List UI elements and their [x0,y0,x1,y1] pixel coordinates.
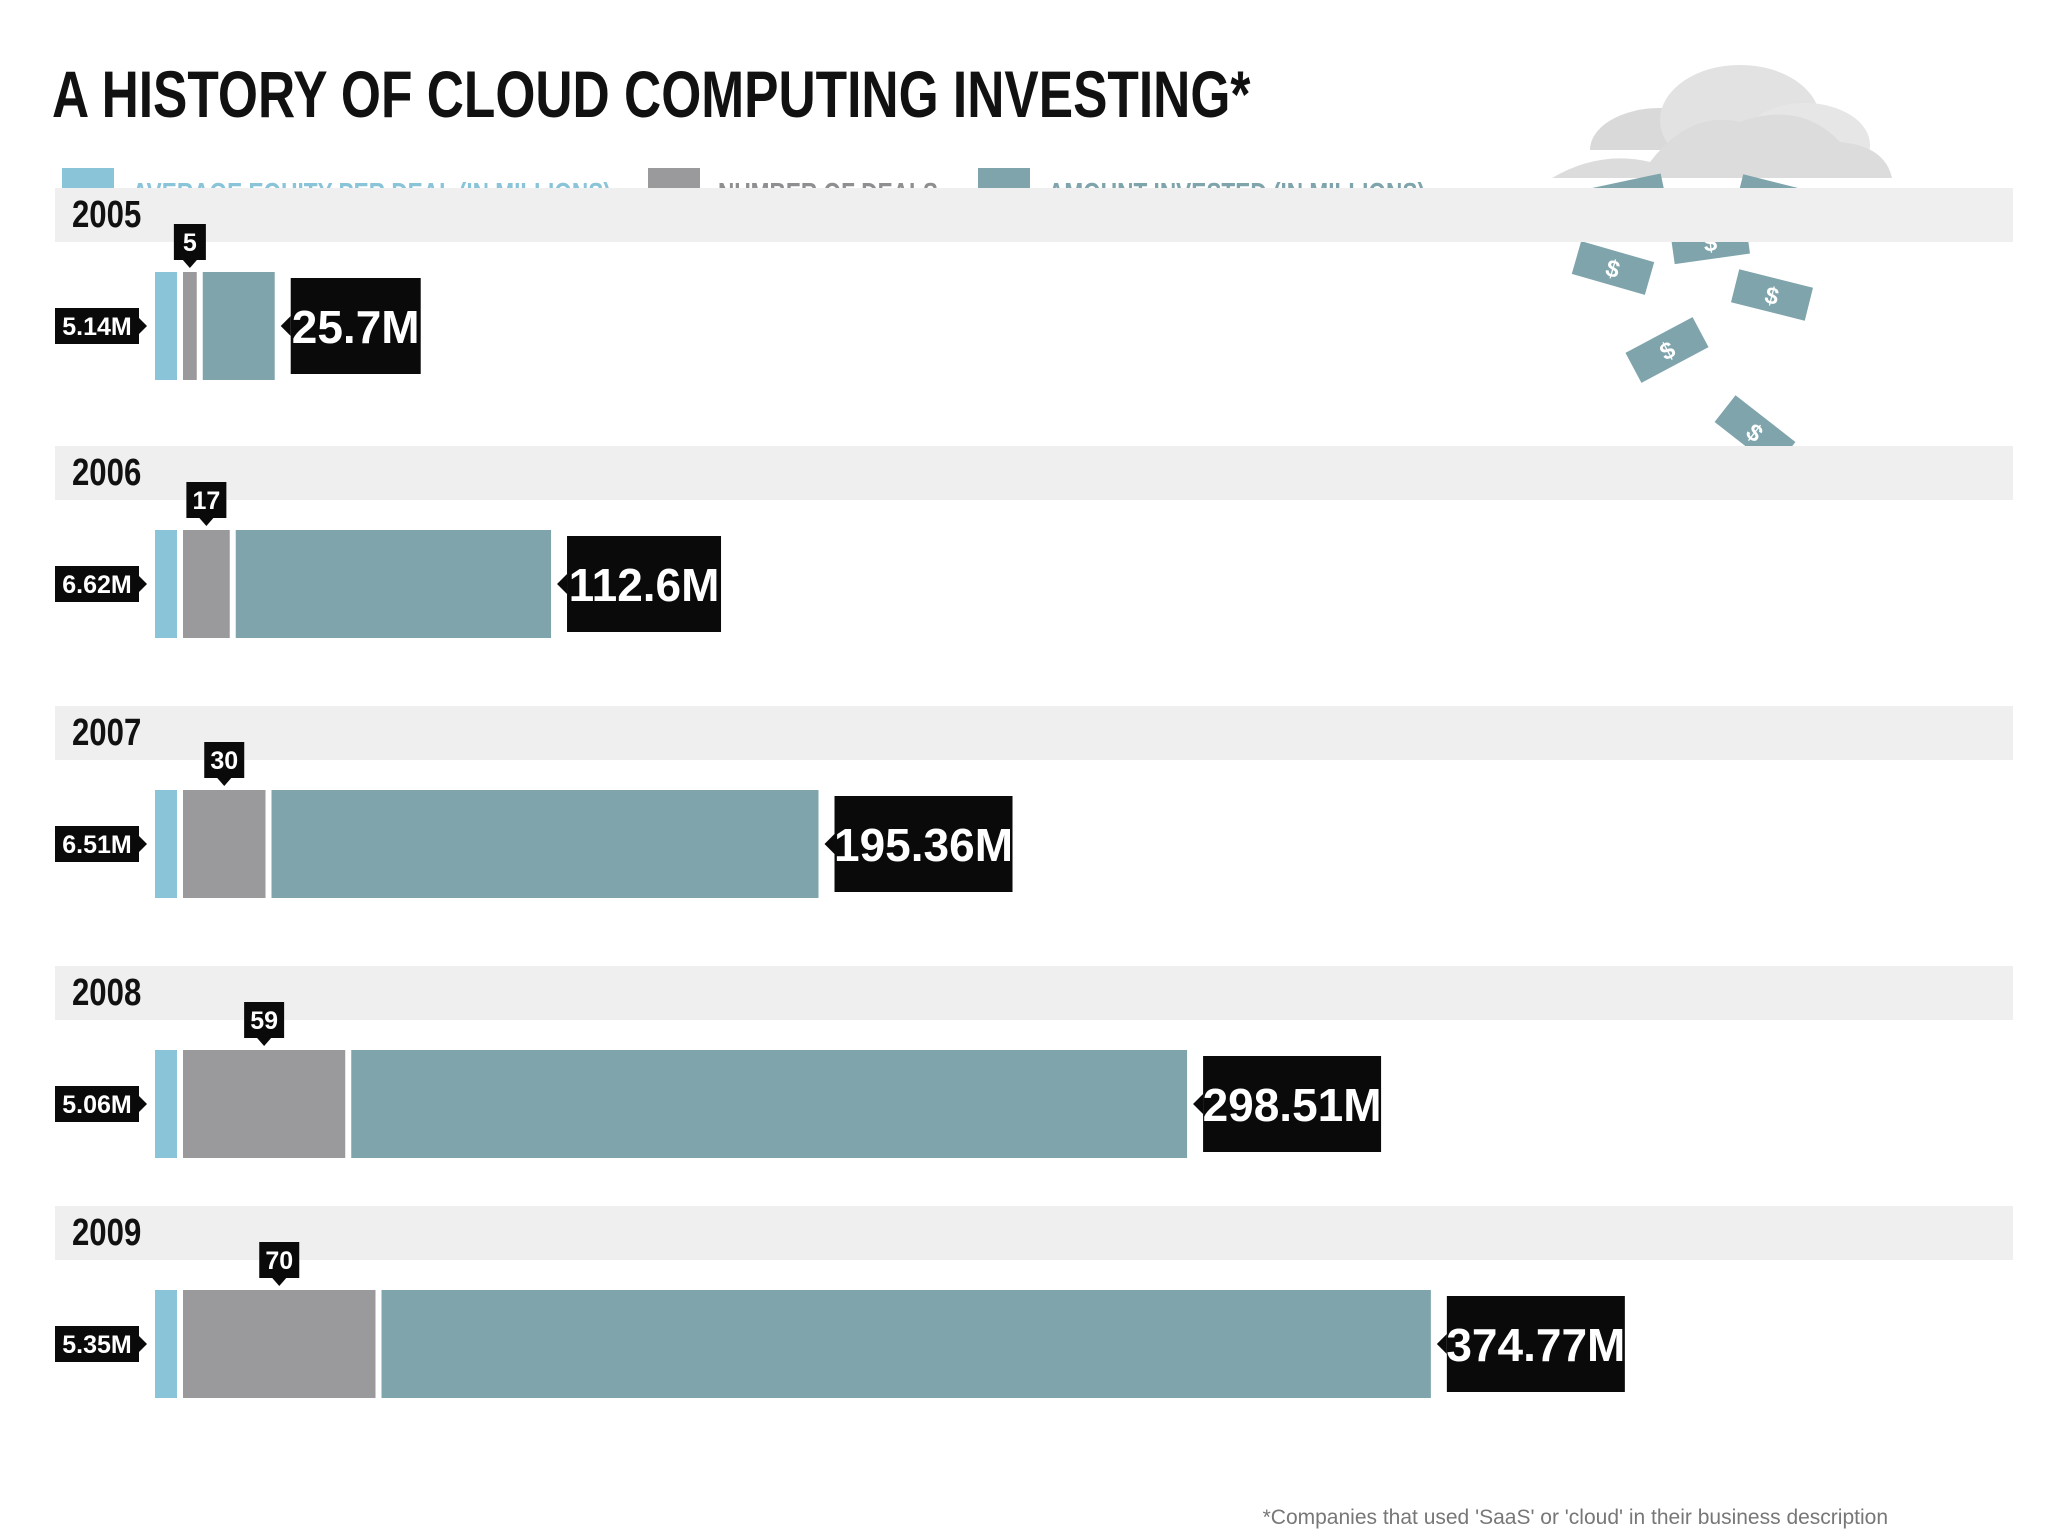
deals-label-box [259,1242,300,1278]
bar-avg-equity [155,530,177,638]
deals-label-pointer [199,518,214,526]
footnote: *Companies that used 'SaaS' or 'cloud' i… [1262,1506,1888,1529]
avg-equity-label-pointer [139,1096,147,1112]
avg-equity-label-box [55,566,139,602]
dollar-bill-icon: $ [1731,269,1813,321]
bar-amount-invested [235,530,552,638]
invested-label: 374.77M [1446,1319,1625,1371]
deals-label: 30 [210,747,238,775]
chart-title: A HISTORY OF CLOUD COMPUTING INVESTING* [52,57,1251,131]
avg-equity-label: 6.51M [62,831,131,859]
deals-label: 17 [192,487,220,515]
bar-number-of-deals [183,1290,376,1398]
bar-plot-area: 2005 5.14M 5 25.7M 2006 6.62M 17 112.6M 2007 6.51… [55,188,2013,1398]
bar-avg-equity [155,1050,177,1158]
avg-equity-label-pointer [139,318,147,334]
deals-label: 70 [265,1247,293,1275]
invested-label-pointer [1193,1094,1204,1114]
deals-label-box [186,482,227,518]
invested-label-pointer [280,316,291,336]
year-label: 2006 [72,452,141,494]
invested-label-box [1203,1056,1382,1152]
invested-label-pointer [824,834,835,854]
bar-number-of-deals [183,530,230,638]
bar-amount-invested [202,272,275,380]
avg-equity-label-pointer [139,836,147,852]
invested-label: 25.7M [292,301,420,353]
bar-amount-invested [351,1050,1188,1158]
dollar-bill-icon: $ [1625,317,1709,383]
invested-label-box [567,536,722,632]
deals-label: 5 [183,229,197,257]
avg-equity-label-box [55,308,139,344]
avg-equity-label-box [55,1086,139,1122]
bar-number-of-deals [183,1050,346,1158]
invested-label-box [834,796,1013,892]
avg-equity-label: 6.62M [62,571,131,599]
avg-equity-label-box [55,1326,139,1362]
deals-label-pointer [257,1038,272,1046]
bar-avg-equity [155,272,177,380]
deals-label-pointer [217,778,232,786]
bar-number-of-deals [183,790,266,898]
avg-equity-label: 5.06M [62,1091,131,1119]
bar-avg-equity [155,790,177,898]
year-label: 2009 [72,1212,141,1254]
bar-number-of-deals [183,272,197,380]
bar-amount-invested [271,790,819,898]
dollar-bill-icon: $ [1571,241,1655,295]
bar-amount-invested [381,1290,1431,1398]
deals-label-pointer [272,1278,287,1286]
invested-label-box [1446,1296,1625,1392]
year-label: 2007 [72,712,141,754]
deals-label-box [244,1002,285,1038]
deals-label-box [204,742,245,778]
invested-label: 112.6M [569,559,720,611]
deals-label: 59 [250,1007,278,1035]
year-band [55,966,2013,1020]
deals-label-pointer [182,260,197,268]
year-band [55,1206,2013,1260]
avg-equity-label-pointer [139,576,147,592]
avg-equity-label: 5.14M [62,313,131,341]
invested-label-box [290,278,421,374]
invested-label-pointer [1436,1334,1447,1354]
year-label: 2005 [72,194,141,236]
avg-equity-label-pointer [139,1336,147,1352]
avg-equity-label: 5.35M [62,1331,131,1359]
invested-label-pointer [557,574,568,594]
year-label: 2008 [72,972,141,1014]
invested-label: 298.51M [1203,1079,1382,1131]
year-band [55,706,2013,760]
invested-label: 195.36M [834,819,1013,871]
bar-avg-equity [155,1290,177,1398]
year-band [55,446,2013,500]
deals-label-box [173,224,206,260]
avg-equity-label-box [55,826,139,862]
year-band [55,188,2013,242]
